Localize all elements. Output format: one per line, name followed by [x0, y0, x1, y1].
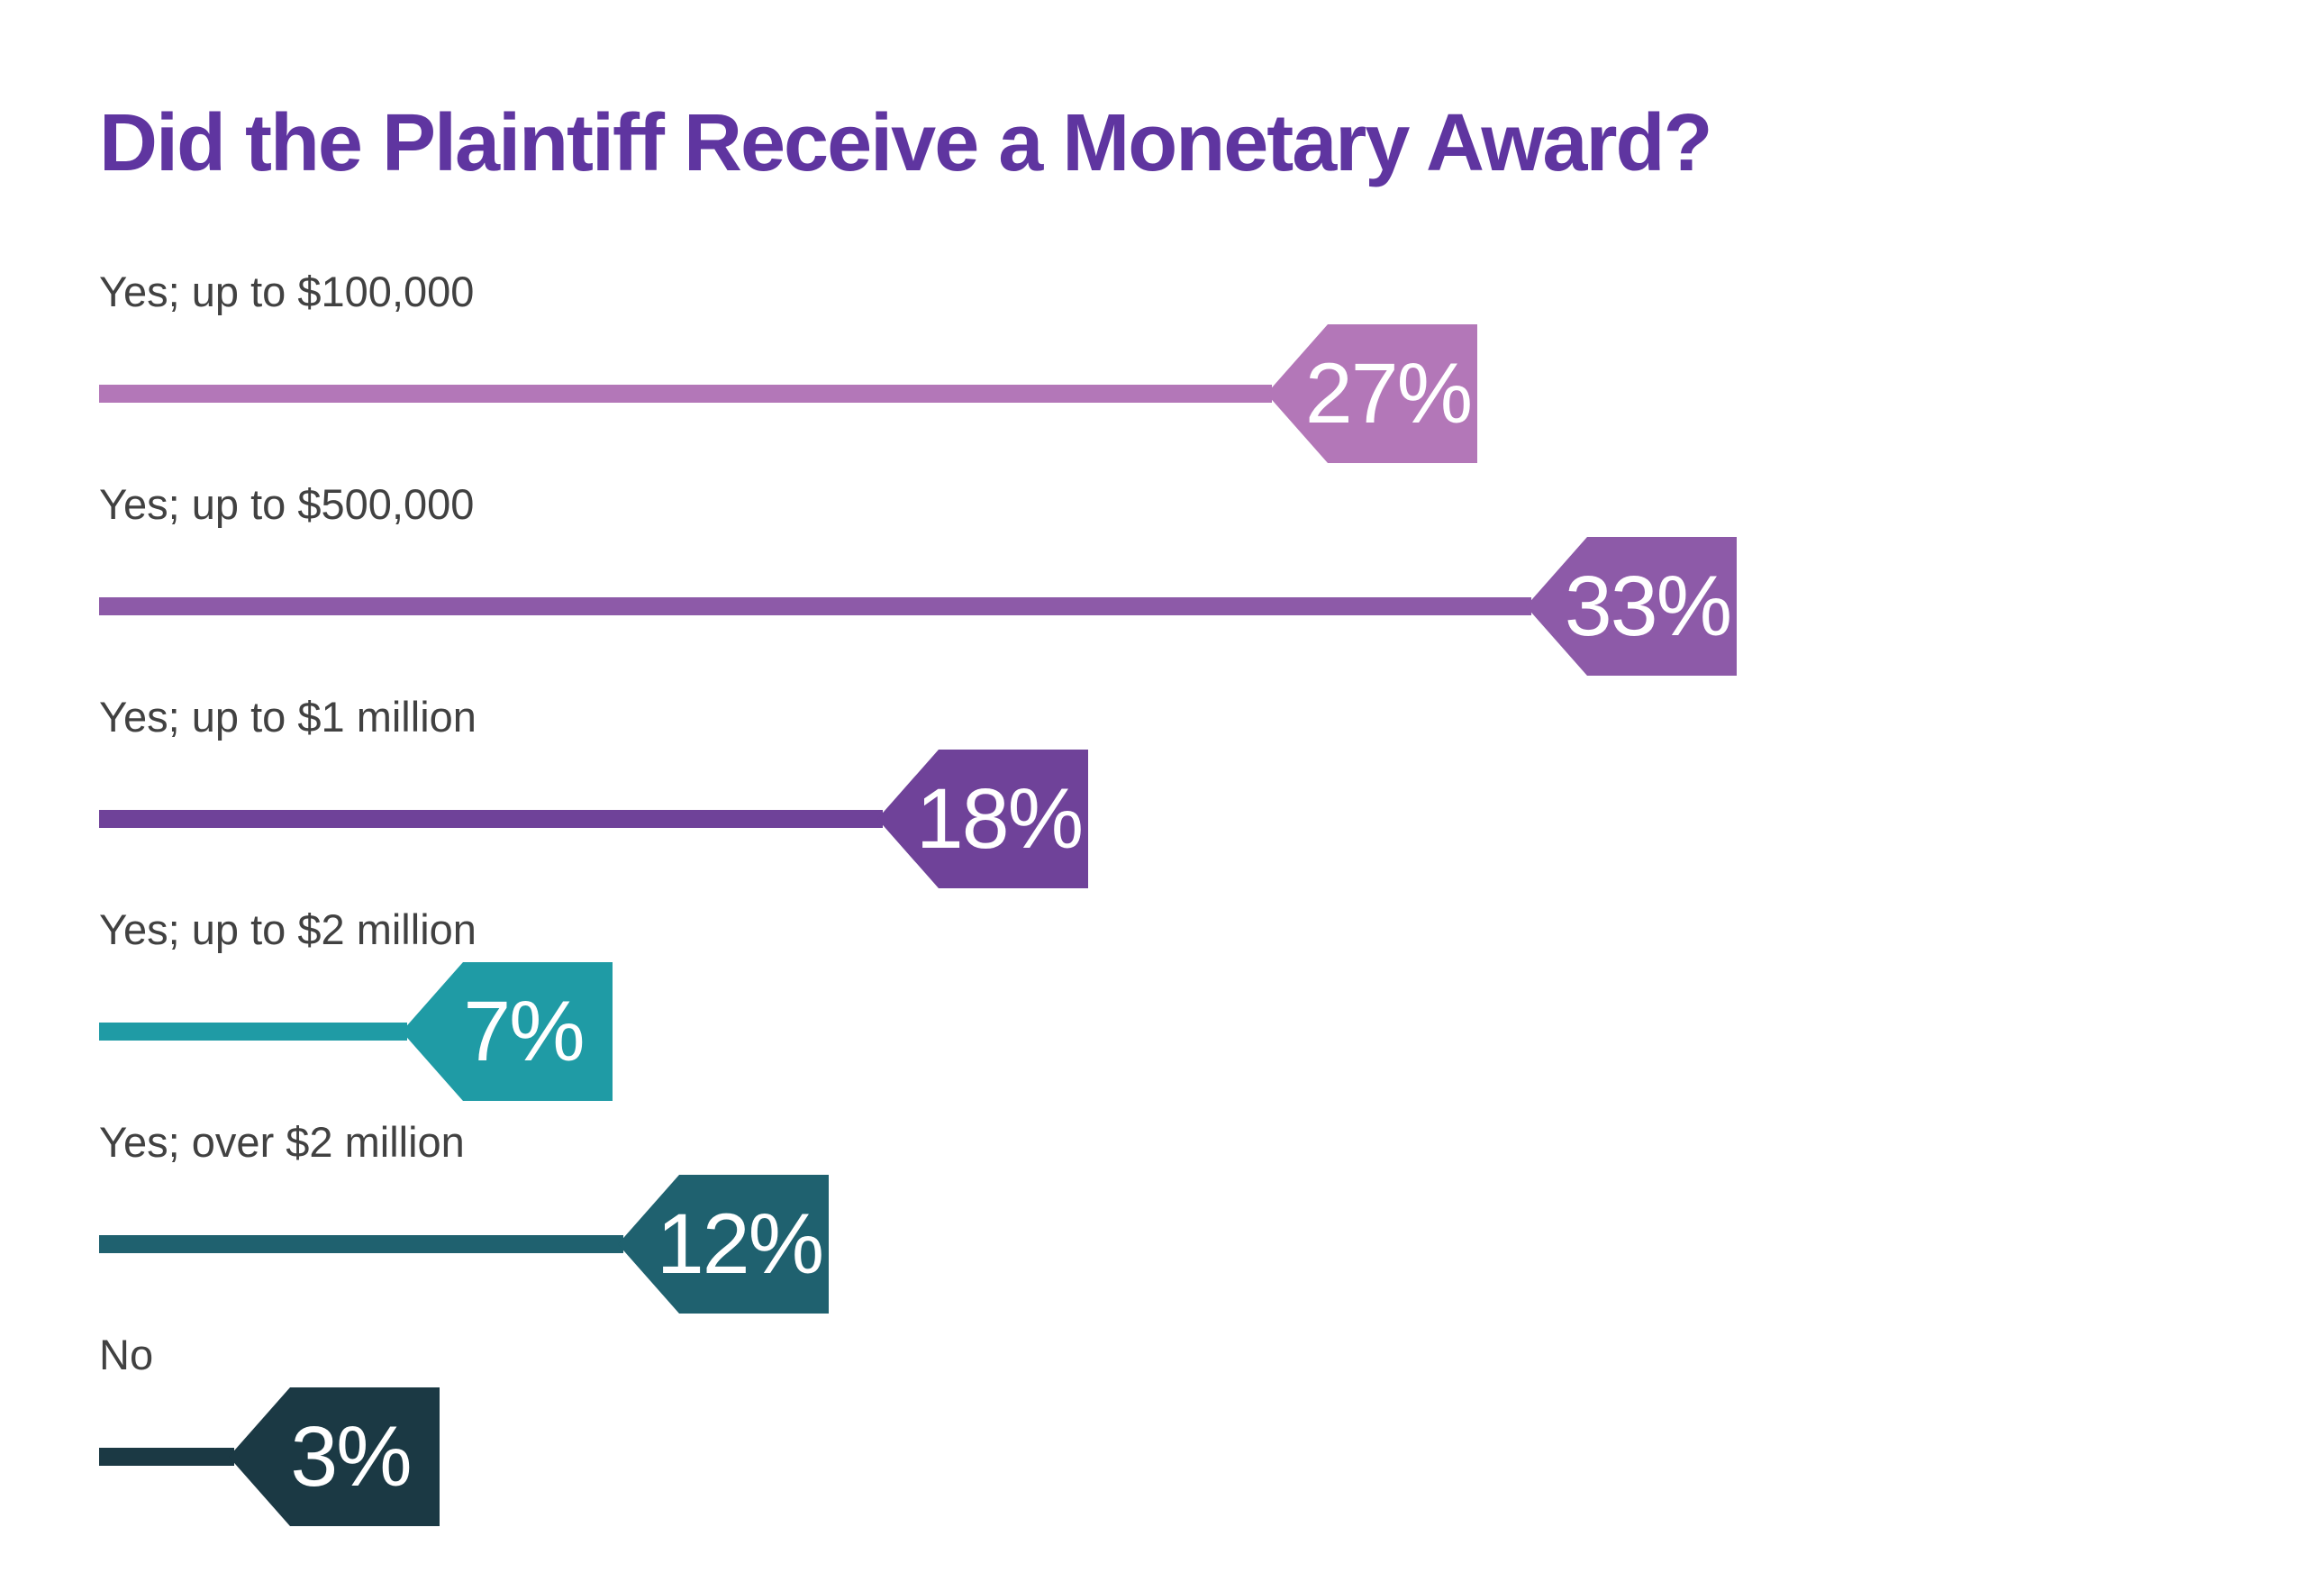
category-label: Yes; up to $1 million: [99, 693, 477, 741]
bar-row: Yes; up to $500,000 33%: [99, 479, 2225, 692]
value-tag: 33%: [1526, 537, 1737, 676]
bar-line: [99, 597, 1531, 615]
value-tag: 7%: [402, 962, 613, 1101]
category-label: No: [99, 1331, 154, 1378]
bar-row: Yes; up to $1 million 18%: [99, 692, 2225, 905]
bar: 18%: [99, 750, 2225, 888]
value-label: 33%: [1564, 558, 1732, 654]
value-label: 12%: [656, 1196, 824, 1292]
value-tag: 27%: [1266, 324, 1477, 463]
bar-line: [99, 1448, 234, 1466]
bar-row: Yes; up to $100,000 27%: [99, 267, 2225, 479]
bar: 7%: [99, 962, 2225, 1101]
bar: 3%: [99, 1387, 2225, 1526]
value-label: 27%: [1304, 345, 1473, 441]
bar-line: [99, 1023, 407, 1041]
bar-line: [99, 1235, 623, 1253]
bar-row: Yes; over $2 million 12%: [99, 1117, 2225, 1330]
value-tag: 12%: [618, 1175, 829, 1314]
bar: 33%: [99, 537, 2225, 676]
chart-title: Did the Plaintiff Receive a Monetary Awa…: [99, 98, 1712, 189]
value-label: 18%: [915, 770, 1084, 867]
bar: 12%: [99, 1175, 2225, 1314]
bar-row: No 3%: [99, 1330, 2225, 1542]
category-label: Yes; up to $500,000: [99, 480, 475, 528]
bar-chart: Yes; up to $100,000 27% Yes; up to $500,00…: [99, 267, 2225, 1542]
value-label: 3%: [290, 1408, 412, 1505]
category-label: Yes; over $2 million: [99, 1118, 465, 1166]
value-tag: 3%: [229, 1387, 440, 1526]
bar-line: [99, 385, 1272, 403]
value-tag: 18%: [877, 750, 1088, 888]
category-label: Yes; up to $2 million: [99, 905, 477, 953]
value-label: 7%: [463, 983, 585, 1079]
category-label: Yes; up to $100,000: [99, 268, 475, 315]
bar: 27%: [99, 324, 2225, 463]
bar-row: Yes; up to $2 million 7%: [99, 905, 2225, 1117]
bar-line: [99, 810, 883, 828]
